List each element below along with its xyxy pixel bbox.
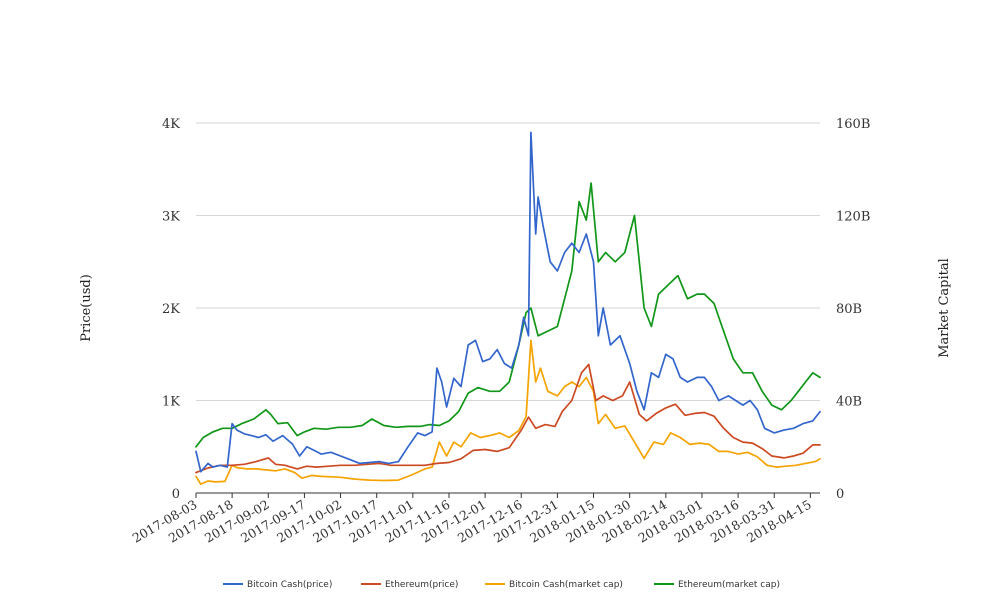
legend-item: Ethereum(price): [361, 580, 458, 590]
y2-tick-label: 0: [836, 487, 844, 502]
y-tick-label: 4K: [162, 117, 180, 132]
right-y-tick-labels: 0 40B 80B 120B 160B: [836, 117, 870, 502]
series-line-ethereum-market-cap: [195, 182, 821, 448]
y2-tick-label: 80B: [836, 302, 862, 317]
legend-item: Bitcoin Cash(price): [223, 580, 332, 590]
x-tick-labels: 2017-08-032017-08-182017-09-022017-09-17…: [130, 493, 814, 546]
y-tick-label: 2K: [162, 302, 180, 317]
legend-item: Bitcoin Cash(market cap): [485, 580, 623, 590]
left-y-axis-title: Price(usd): [79, 274, 94, 342]
legend-item: Ethereum(market cap): [654, 580, 780, 590]
legend-label: Ethereum(market cap): [678, 580, 780, 590]
legend-label: Bitcoin Cash(market cap): [509, 580, 623, 590]
y-tick-label: 0: [172, 487, 180, 502]
series-line-ethereum-price: [195, 363, 821, 474]
legend: Bitcoin Cash(price) Ethereum(price) Bitcoi…: [223, 580, 780, 590]
y2-tick-label: 120B: [836, 210, 870, 225]
y-tick-label: 3K: [162, 210, 180, 225]
y-tick-label: 1K: [162, 395, 180, 410]
y2-tick-label: 40B: [836, 395, 862, 410]
series-lines: [195, 131, 821, 486]
legend-label: Ethereum(price): [385, 580, 458, 590]
legend-label: Bitcoin Cash(price): [247, 580, 332, 590]
y2-tick-label: 160B: [836, 117, 870, 132]
series-line-bitcoin-cash-market-cap: [195, 339, 821, 486]
right-y-axis-title: Market Capital: [937, 258, 952, 358]
gridlines: [196, 122, 820, 401]
left-y-tick-labels: 0 1K 2K 3K 4K: [162, 117, 180, 502]
series-line-bitcoin-cash-price: [195, 131, 821, 473]
